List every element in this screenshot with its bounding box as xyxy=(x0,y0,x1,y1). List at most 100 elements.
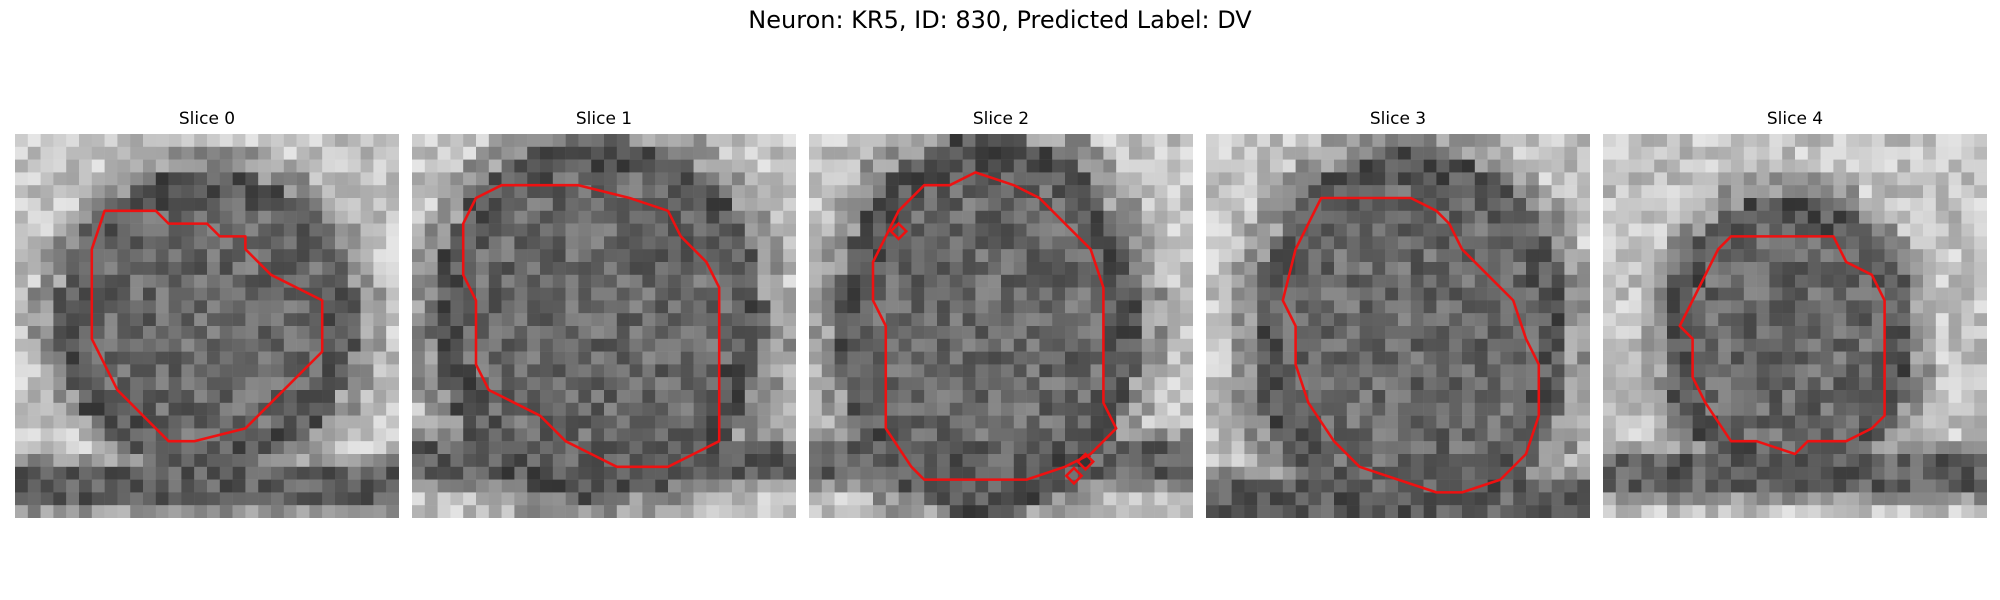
image-pixel xyxy=(821,428,835,442)
image-pixel xyxy=(809,262,823,276)
image-pixel xyxy=(616,172,630,186)
image-pixel xyxy=(1474,146,1488,160)
image-pixel xyxy=(706,466,720,480)
image-pixel xyxy=(1103,198,1117,212)
image-pixel xyxy=(1052,505,1066,518)
image-pixel xyxy=(143,466,157,480)
image-pixel xyxy=(1346,479,1360,493)
image-pixel xyxy=(1462,185,1476,199)
image-pixel xyxy=(143,390,157,404)
image-pixel xyxy=(53,441,67,455)
image-pixel xyxy=(1295,300,1309,314)
image-pixel xyxy=(296,479,310,493)
image-pixel xyxy=(386,300,399,314)
image-pixel xyxy=(322,505,336,518)
image-pixel xyxy=(463,466,477,480)
image-pixel xyxy=(1756,505,1770,518)
image-pixel xyxy=(1103,326,1117,340)
image-pixel xyxy=(1026,364,1040,378)
image-pixel xyxy=(988,223,1002,237)
image-pixel xyxy=(1526,479,1540,493)
image-pixel xyxy=(322,454,336,468)
image-pixel xyxy=(386,492,399,506)
image-pixel xyxy=(168,479,182,493)
image-pixel xyxy=(1910,185,1924,199)
image-pixel xyxy=(488,441,502,455)
image-pixel xyxy=(860,428,874,442)
image-pixel xyxy=(335,172,349,186)
image-pixel xyxy=(40,198,54,212)
image-pixel xyxy=(860,236,874,250)
image-pixel xyxy=(1141,172,1155,186)
image-pixel xyxy=(1321,402,1335,416)
image-pixel xyxy=(540,313,554,327)
image-pixel xyxy=(1129,210,1143,224)
image-pixel xyxy=(373,492,387,506)
image-pixel xyxy=(719,300,733,314)
image-pixel xyxy=(1295,185,1309,199)
image-pixel xyxy=(296,338,310,352)
image-pixel xyxy=(1372,146,1386,160)
image-pixel xyxy=(1231,326,1245,340)
image-pixel xyxy=(194,146,208,160)
image-pixel xyxy=(1180,198,1193,212)
image-pixel xyxy=(1769,134,1783,148)
image-pixel xyxy=(514,466,528,480)
image-pixel xyxy=(1833,364,1847,378)
image-pixel xyxy=(258,134,272,148)
image-pixel xyxy=(450,505,464,518)
image-pixel xyxy=(1526,377,1540,391)
image-pixel xyxy=(604,210,618,224)
image-pixel xyxy=(1526,326,1540,340)
image-pixel xyxy=(1141,402,1155,416)
image-pixel xyxy=(924,479,938,493)
image-pixel xyxy=(1526,262,1540,276)
image-pixel xyxy=(1270,210,1284,224)
image-pixel xyxy=(168,146,182,160)
image-pixel xyxy=(744,287,758,301)
image-pixel xyxy=(130,146,144,160)
image-pixel xyxy=(642,402,656,416)
image-pixel xyxy=(514,223,528,237)
image-pixel xyxy=(437,428,451,442)
image-pixel xyxy=(1731,274,1745,288)
image-pixel xyxy=(1859,146,1873,160)
image-pixel xyxy=(514,236,528,250)
image-pixel xyxy=(1526,300,1540,314)
image-pixel xyxy=(232,338,246,352)
image-pixel xyxy=(540,185,554,199)
image-pixel xyxy=(91,364,105,378)
image-pixel xyxy=(360,479,374,493)
image-pixel xyxy=(347,223,361,237)
image-pixel xyxy=(450,364,464,378)
image-pixel xyxy=(1436,351,1450,365)
image-pixel xyxy=(1884,479,1898,493)
image-pixel xyxy=(1436,198,1450,212)
image-pixel xyxy=(155,492,169,506)
image-pixel xyxy=(1026,287,1040,301)
image-pixel xyxy=(680,402,694,416)
image-pixel xyxy=(668,402,682,416)
image-pixel xyxy=(1897,466,1911,480)
image-pixel xyxy=(1244,185,1258,199)
image-pixel xyxy=(1743,198,1757,212)
image-pixel xyxy=(1795,313,1809,327)
image-pixel xyxy=(1257,223,1271,237)
image-pixel xyxy=(988,274,1002,288)
image-pixel xyxy=(1551,338,1565,352)
image-pixel xyxy=(898,262,912,276)
image-pixel xyxy=(1731,326,1745,340)
image-pixel xyxy=(1077,185,1091,199)
image-pixel xyxy=(1833,223,1847,237)
image-pixel xyxy=(1154,492,1168,506)
image-pixel xyxy=(1410,210,1424,224)
image-pixel xyxy=(1974,249,1987,263)
image-pixel xyxy=(15,146,29,160)
image-pixel xyxy=(1308,236,1322,250)
image-pixel xyxy=(1974,338,1987,352)
image-pixel xyxy=(1731,415,1745,429)
image-pixel xyxy=(1449,274,1463,288)
image-pixel xyxy=(911,351,925,365)
image-pixel xyxy=(1820,326,1834,340)
image-pixel xyxy=(1782,415,1796,429)
